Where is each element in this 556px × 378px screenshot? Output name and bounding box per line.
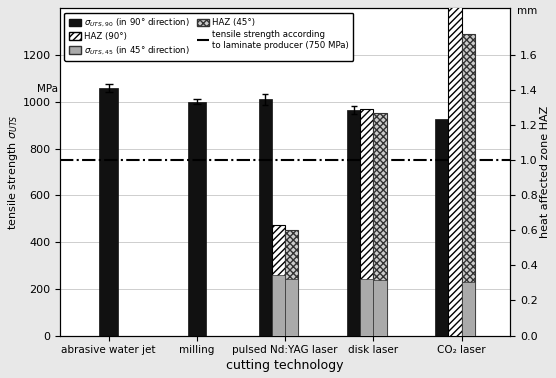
- Bar: [374, 280, 386, 336]
- X-axis label: cutting technology: cutting technology: [226, 359, 344, 372]
- Text: MPa: MPa: [37, 84, 58, 93]
- Bar: [285, 230, 299, 336]
- Bar: [360, 109, 374, 336]
- Bar: [360, 279, 374, 336]
- Bar: [259, 99, 272, 336]
- Legend: $\sigma_{UTS,90}$ (in 90° direction), HAZ (90°), $\sigma_{UTS,45}$ (in 45° direc: $\sigma_{UTS,90}$ (in 90° direction), HA…: [64, 12, 354, 61]
- Y-axis label: tensile strength $\sigma_{UTS}$: tensile strength $\sigma_{UTS}$: [6, 114, 19, 230]
- Bar: [461, 282, 475, 336]
- Bar: [461, 34, 475, 336]
- Text: mm: mm: [517, 6, 538, 15]
- Bar: [285, 279, 299, 336]
- Bar: [272, 275, 285, 336]
- Bar: [435, 119, 449, 336]
- Bar: [100, 88, 118, 336]
- Bar: [374, 113, 386, 336]
- Bar: [272, 225, 285, 336]
- Bar: [347, 110, 360, 336]
- Y-axis label: heat affected zone HAZ: heat affected zone HAZ: [540, 106, 550, 238]
- Bar: [449, 0, 461, 336]
- Bar: [188, 102, 206, 336]
